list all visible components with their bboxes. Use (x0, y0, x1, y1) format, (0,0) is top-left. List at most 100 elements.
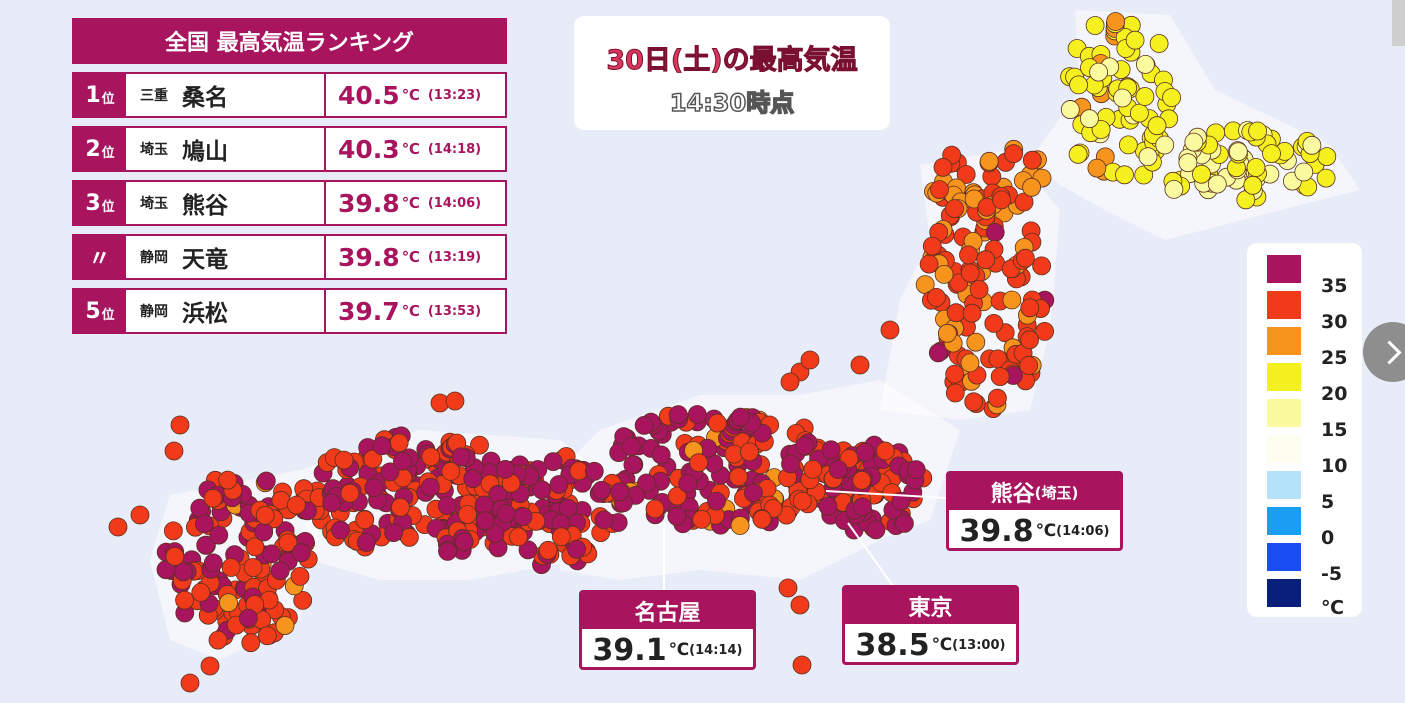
station-marker (392, 451, 412, 471)
station-marker (1032, 256, 1051, 276)
legend-swatch (1267, 471, 1301, 499)
station-marker (340, 483, 360, 503)
legend-label: 30 (1321, 311, 1348, 333)
station-markers (108, 12, 1337, 693)
station-marker (463, 469, 483, 489)
legend-label: -5 (1321, 563, 1343, 585)
station-marker (731, 407, 750, 427)
next-arrow-button[interactable] (1363, 322, 1405, 382)
station-marker (286, 495, 306, 515)
station-marker (1089, 62, 1108, 82)
station-marker (992, 190, 1011, 210)
station-marker (1155, 135, 1175, 155)
station-marker (645, 499, 665, 519)
legend-swatch (1267, 363, 1301, 391)
rank-temperature: 39.7 ℃ (13:53) (338, 296, 482, 326)
station-marker (1246, 158, 1266, 177)
station-marker (937, 323, 957, 343)
legend-swatch (1267, 291, 1301, 319)
leader-tokyo (847, 522, 894, 587)
callout-leader-lines (663, 490, 947, 590)
station-marker (1207, 174, 1227, 194)
station-marker (270, 561, 290, 581)
station-marker (687, 405, 707, 424)
station-marker (729, 467, 748, 487)
station-marker (946, 303, 966, 323)
temperature-ranking-table: 全国 最高気温ランキング 1 位三重 桑名 40.5 ℃ (13:23) 2 位埼玉 鳩山 40.… (72, 18, 507, 334)
rank-place: 三重 桑名 (126, 74, 326, 116)
station-marker (1004, 144, 1023, 164)
rank-place: 埼玉 鳩山 (126, 128, 326, 170)
station-marker (322, 493, 342, 513)
station-marker (1184, 132, 1204, 152)
station-marker (853, 497, 872, 517)
rank-place: 埼玉 熊谷 (126, 182, 326, 224)
station-marker (778, 578, 798, 598)
callout-kumagaya: 熊谷 (埼玉) 39.8 ℃ (14:06) (946, 471, 1123, 551)
station-marker (919, 254, 939, 274)
station-marker (180, 673, 200, 693)
rank-temperature: 40.5 ℃ (13:23) (338, 80, 482, 110)
station-marker (1136, 55, 1155, 74)
station-marker (219, 593, 238, 613)
station-marker (803, 459, 823, 479)
station-marker (475, 511, 495, 531)
station-marker (1020, 298, 1040, 318)
station-marker (399, 527, 419, 547)
station-marker (165, 547, 185, 566)
station-marker (956, 165, 976, 184)
station-marker (966, 332, 986, 352)
station-marker (1060, 100, 1080, 119)
station-marker (1035, 321, 1054, 341)
station-marker (334, 450, 354, 470)
station-marker (254, 522, 274, 542)
legend-unit: ℃ (1321, 597, 1345, 619)
station-marker (454, 532, 474, 552)
callout-name: 名古屋 (634, 601, 701, 626)
ranking-title: 全国 最高気温ランキング (72, 18, 507, 64)
station-marker (495, 459, 515, 479)
station-marker (800, 350, 820, 370)
station-marker (331, 520, 350, 540)
station-marker (1317, 147, 1337, 167)
station-marker (256, 471, 276, 491)
station-marker (549, 475, 569, 494)
station-marker (985, 222, 1005, 242)
station-marker (532, 480, 552, 500)
station-marker (708, 413, 727, 433)
callout-pref: (埼玉) (1034, 483, 1079, 502)
legend-swatch (1267, 255, 1301, 283)
callout-unit: ℃ (1035, 521, 1057, 541)
station-marker (724, 444, 744, 464)
station-marker (437, 496, 457, 516)
station-marker (196, 535, 216, 555)
station-marker (1119, 135, 1138, 155)
station-marker (792, 655, 812, 675)
station-marker (667, 506, 687, 526)
scrollbar-thumb[interactable] (1392, 0, 1405, 46)
map-title: 30日(土)の最高気温 (606, 45, 858, 77)
station-marker (1068, 144, 1088, 164)
station-marker (255, 505, 275, 525)
station-marker (1016, 248, 1035, 268)
station-marker (594, 510, 614, 530)
station-marker (781, 454, 800, 474)
station-marker (945, 383, 965, 403)
station-marker (962, 303, 982, 323)
station-marker (821, 440, 841, 460)
callout-temp: 39.8 (959, 513, 1034, 549)
station-marker (538, 540, 558, 560)
station-marker (420, 477, 440, 497)
station-marker (384, 523, 404, 542)
station-marker (551, 527, 571, 547)
station-marker (960, 353, 980, 373)
station-marker (164, 441, 184, 461)
legend-label: 20 (1321, 383, 1348, 405)
station-marker (203, 553, 223, 573)
station-marker (689, 453, 708, 473)
station-marker (203, 488, 223, 508)
ranking-row: 5 位静岡 浜松 39.7 ℃ (13:53) (72, 288, 507, 334)
station-marker (818, 496, 838, 516)
